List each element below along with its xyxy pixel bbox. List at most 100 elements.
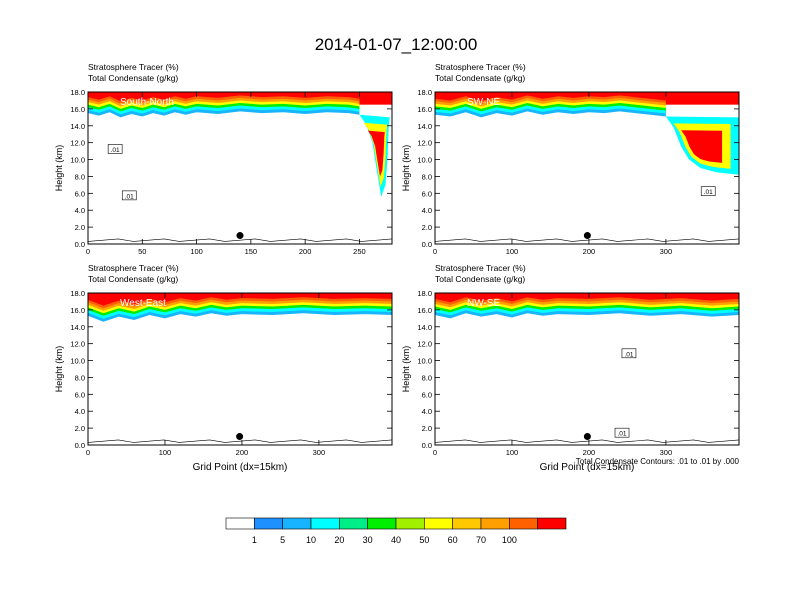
y-tick-label: 14.0 bbox=[417, 323, 432, 332]
y-tick-label: 12.0 bbox=[70, 340, 85, 349]
panel-label: NW-SE bbox=[467, 298, 500, 309]
panel-1: 0.0 2.0 4.0 6.0 8.0 10.0 12.0 14.0 16.0 18.0 0 50 10… bbox=[54, 62, 393, 256]
x-tick-label: 200 bbox=[299, 247, 312, 256]
colorbar-swatch-8 bbox=[424, 517, 453, 530]
x-axis-label: Grid Point (dx=15km) bbox=[540, 462, 635, 473]
x-tick-label: 100 bbox=[190, 247, 203, 256]
contour-label: .01 bbox=[111, 147, 120, 154]
colorbar-swatch-3 bbox=[282, 517, 312, 530]
y-tick-label: 10.0 bbox=[417, 156, 432, 165]
y-tick-label: 4.0 bbox=[75, 206, 85, 215]
panel-title-line2: Total Condensate (g/kg) bbox=[88, 274, 178, 284]
figure-title: 2014-01-07_12:00:00 bbox=[315, 35, 478, 54]
colorbar-label: 20 bbox=[334, 535, 344, 545]
intrusion-level-3 bbox=[367, 130, 385, 177]
location-marker bbox=[236, 232, 244, 240]
y-tick-label: 16.0 bbox=[417, 306, 432, 315]
colorbar-label: 5 bbox=[280, 535, 285, 545]
x-tick-label: 200 bbox=[583, 247, 596, 256]
x-tick-label: 300 bbox=[313, 448, 326, 457]
y-tick-label: 8.0 bbox=[75, 172, 85, 181]
x-tick-label: 200 bbox=[236, 448, 249, 457]
x-tick-label: 0 bbox=[86, 448, 90, 457]
colorbar-swatch-6 bbox=[367, 517, 397, 530]
panel-title-line2: Total Condensate (g/kg) bbox=[435, 73, 525, 83]
x-tick-label: 100 bbox=[506, 448, 519, 457]
colorbar-swatch-2 bbox=[254, 517, 283, 530]
y-tick-label: 6.0 bbox=[75, 189, 85, 198]
x-tick-label: 300 bbox=[660, 247, 673, 256]
contour-label-box bbox=[107, 144, 123, 154]
plot-area bbox=[435, 92, 739, 244]
panel-label: South-North bbox=[120, 97, 174, 108]
colorbar-swatch-5 bbox=[339, 517, 368, 530]
colorbar-swatch-9 bbox=[452, 517, 482, 530]
panel-3: 0.0 2.0 4.0 6.0 8.0 10.0 12.0 14.0 16.0 18.0 0 100 2… bbox=[54, 263, 393, 473]
colorbar-swatch-12 bbox=[537, 517, 567, 530]
tracer-band-7 bbox=[88, 92, 360, 102]
contour-note: Total Condensate Contours: .01 to .01 by… bbox=[576, 457, 740, 466]
y-tick-label: 10.0 bbox=[70, 156, 85, 165]
tracer-band-top-extension bbox=[359, 92, 392, 105]
panel-title-line1: Stratosphere Tracer (%) bbox=[88, 62, 179, 72]
colorbar-swatch-10 bbox=[480, 517, 510, 530]
tracer-band-7 bbox=[435, 92, 666, 102]
y-tick-label: 14.0 bbox=[70, 323, 85, 332]
y-tick-label: 4.0 bbox=[422, 206, 432, 215]
panel-2: 0.0 2.0 4.0 6.0 8.0 10.0 12.0 14.0 16.0 18.0 0 100 2… bbox=[401, 62, 740, 256]
contour-label-box bbox=[621, 348, 637, 359]
x-tick-label: 0 bbox=[433, 247, 437, 256]
y-tick-label: 0.0 bbox=[422, 240, 432, 249]
colorbar-label: 1 bbox=[252, 535, 257, 545]
y-tick-label: 6.0 bbox=[422, 189, 432, 198]
y-tick-label: 2.0 bbox=[422, 424, 432, 433]
panel-label: West-East bbox=[120, 298, 166, 309]
x-tick-label: 300 bbox=[660, 448, 673, 457]
y-tick-label: 10.0 bbox=[417, 357, 432, 366]
panel-4: 0.0 2.0 4.0 6.0 8.0 10.0 12.0 14.0 16.0 18.0 0 100 2… bbox=[401, 263, 740, 473]
y-axis-label: Height (km) bbox=[54, 145, 64, 192]
contour-label-box bbox=[614, 427, 630, 438]
plot-background bbox=[88, 92, 392, 244]
y-tick-label: 0.0 bbox=[75, 441, 85, 450]
y-tick-label: 8.0 bbox=[422, 373, 432, 382]
contour-label: .01 bbox=[704, 189, 713, 196]
y-axis-label: Height (km) bbox=[54, 346, 64, 393]
tracer-band-7 bbox=[435, 293, 739, 303]
colorbar-swatch-4 bbox=[310, 517, 340, 530]
tracer-band-7 bbox=[88, 293, 392, 306]
colorbar-swatch-11 bbox=[509, 517, 538, 530]
y-tick-label: 18.0 bbox=[70, 289, 85, 298]
y-tick-label: 10.0 bbox=[70, 357, 85, 366]
y-tick-label: 4.0 bbox=[422, 407, 432, 416]
y-tick-label: 12.0 bbox=[417, 340, 432, 349]
plot-area bbox=[88, 293, 392, 445]
panels: 0.0 2.0 4.0 6.0 8.0 10.0 12.0 14.0 16.0 18.0 0 50 10… bbox=[54, 62, 740, 473]
y-tick-label: 14.0 bbox=[70, 122, 85, 131]
panel-title-line2: Total Condensate (g/kg) bbox=[88, 73, 178, 83]
colorbar-label: 60 bbox=[448, 535, 458, 545]
y-tick-label: 0.0 bbox=[422, 441, 432, 450]
intrusion-level-3 bbox=[681, 130, 723, 163]
y-tick-label: 18.0 bbox=[417, 289, 432, 298]
colorbar-label: 40 bbox=[391, 535, 401, 545]
x-tick-label: 100 bbox=[159, 448, 172, 457]
colorbar-swatch-7 bbox=[395, 517, 425, 530]
x-tick-label: 0 bbox=[433, 448, 437, 457]
x-tick-label: 250 bbox=[353, 247, 366, 256]
contour-label: .01 bbox=[624, 351, 633, 358]
y-tick-label: 18.0 bbox=[417, 88, 432, 97]
colorbar-label: 50 bbox=[419, 535, 429, 545]
y-tick-label: 6.0 bbox=[75, 390, 85, 399]
colorbar-label: 30 bbox=[363, 535, 373, 545]
y-tick-label: 0.0 bbox=[75, 240, 85, 249]
panel-title-line1: Stratosphere Tracer (%) bbox=[88, 263, 179, 273]
colorbar-swatch-1 bbox=[225, 517, 255, 530]
x-tick-label: 0 bbox=[86, 247, 90, 256]
plot-frame bbox=[87, 292, 393, 446]
plot-frame bbox=[434, 292, 740, 446]
x-tick-label: 50 bbox=[138, 247, 146, 256]
y-tick-label: 12.0 bbox=[417, 139, 432, 148]
panel-title-line1: Stratosphere Tracer (%) bbox=[435, 62, 526, 72]
